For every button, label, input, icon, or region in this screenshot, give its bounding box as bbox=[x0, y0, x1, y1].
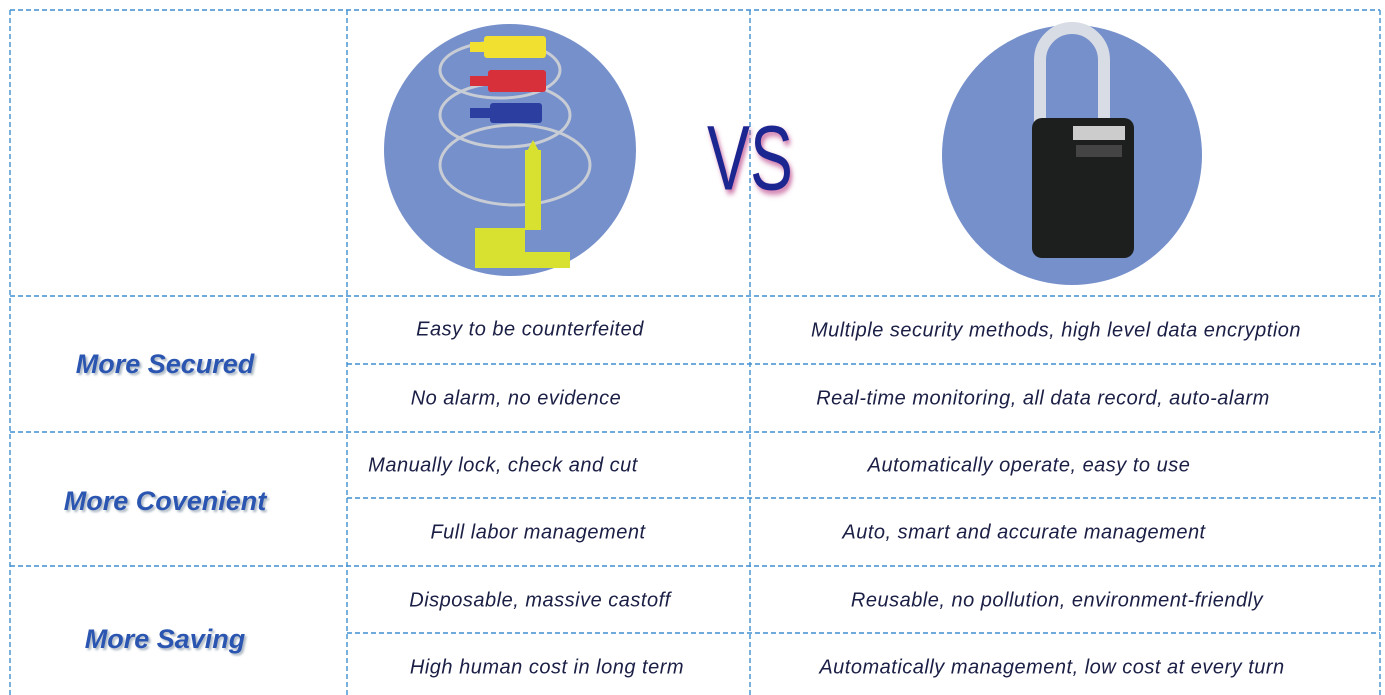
cell-text: Real-time monitoring, all data record, a… bbox=[816, 387, 1270, 409]
lock-image bbox=[942, 22, 1202, 285]
cell-text: Multiple security methods, high level da… bbox=[811, 319, 1301, 341]
cell-text: Full labor management bbox=[430, 521, 646, 543]
vs-text: VS bbox=[707, 106, 793, 209]
table-grid bbox=[9, 9, 1381, 695]
cell-text: Auto, smart and accurate management bbox=[841, 521, 1206, 543]
row-label: More Covenient bbox=[64, 486, 268, 516]
cell-text: Automatically management, low cost at ev… bbox=[818, 656, 1284, 678]
seal-image bbox=[384, 24, 636, 276]
cell-text: Automatically operate, easy to use bbox=[867, 454, 1191, 476]
cell-text: Disposable, massive castoff bbox=[409, 589, 672, 611]
cell-text: Manually lock, check and cut bbox=[368, 454, 639, 476]
cell-text: High human cost in long term bbox=[410, 656, 684, 678]
cell-text: Reusable, no pollution, environment-frie… bbox=[851, 589, 1264, 611]
row-label: More Saving bbox=[85, 624, 246, 654]
row-label: More Secured bbox=[76, 349, 255, 379]
cell-text: No alarm, no evidence bbox=[411, 387, 622, 409]
cell-text: Easy to be counterfeited bbox=[416, 318, 644, 340]
